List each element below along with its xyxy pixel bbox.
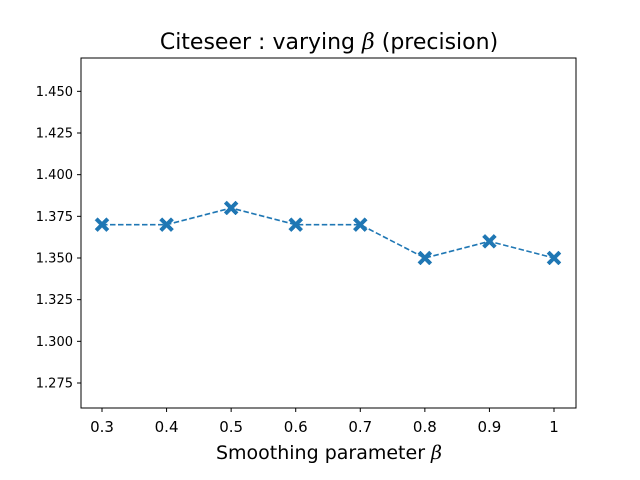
axes-frame	[80, 57, 577, 409]
x-tick-label: 1	[549, 418, 559, 436]
data-point-marker	[223, 200, 239, 216]
y-tick-label: 1.400	[36, 168, 73, 183]
data-point-marker	[352, 217, 368, 233]
data-point-marker	[94, 217, 110, 233]
y-tick-label: 1.325	[36, 293, 73, 308]
x-tick-label: 0.7	[348, 418, 372, 436]
x-tick-label: 0.4	[155, 418, 179, 436]
y-tick-label: 1.425	[36, 127, 73, 142]
data-point-marker	[482, 233, 497, 249]
x-tick-label: 0.3	[90, 418, 114, 436]
data-point-marker	[288, 217, 304, 233]
y-tick-label: 1.350	[36, 252, 73, 267]
series-line	[102, 207, 555, 259]
x-axis-label: Smoothing parameter β	[216, 442, 442, 464]
x-tick-label: 0.5	[219, 418, 243, 436]
data-point-marker	[417, 250, 433, 266]
x-tick-label: 0.8	[413, 418, 437, 436]
x-tick-label: 0.9	[477, 418, 501, 436]
y-tick-label: 1.275	[36, 377, 73, 392]
x-tick-label: 0.6	[284, 418, 308, 436]
plot-area: 1.275 1.300 1.325 1.350 1.375 1.400 1.425 1.450…	[36, 57, 577, 436]
data-point-marker	[546, 250, 562, 266]
chart-title: Citeseer : varying β (precision)	[160, 30, 498, 55]
data-point-marker	[159, 217, 174, 233]
y-tick-label: 1.450	[36, 85, 73, 100]
y-tick-label: 1.375	[36, 210, 73, 225]
y-tick-label: 1.300	[36, 335, 73, 350]
